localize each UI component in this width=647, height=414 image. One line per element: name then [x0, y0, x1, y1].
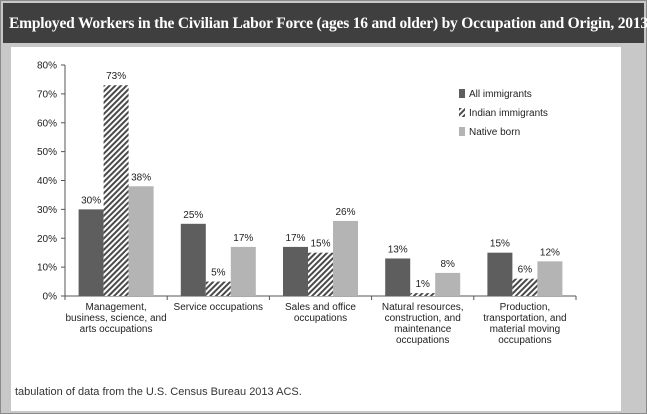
bar: [435, 272, 461, 296]
y-tick-label: 60%: [37, 118, 57, 129]
data-label: 26%: [335, 207, 355, 218]
x-tick-label: business, science, and: [66, 313, 167, 324]
legend-label: All immigrants: [469, 89, 532, 100]
legend-swatch: [459, 89, 465, 98]
bar-chart: 0% 10% 20% 30% 40% 50% 60% 70% 80% 30% 73% 38% Mana…: [37, 61, 577, 346]
bar: [385, 258, 411, 296]
bar: [230, 246, 256, 296]
data-label: 73%: [106, 71, 126, 82]
data-label: 38%: [131, 172, 151, 183]
x-tick-label: Production,: [500, 302, 551, 313]
title-bar: Employed Workers in the Civilian Labor F…: [3, 3, 647, 43]
data-label: 12%: [540, 247, 560, 258]
bar: [78, 209, 104, 296]
legend-swatch: [459, 108, 465, 117]
legend-swatch: [459, 127, 465, 136]
y-tick-label: 50%: [37, 147, 57, 158]
x-tick-label: arts occupations: [80, 324, 153, 335]
x-tick-label: Service occupations: [174, 302, 264, 313]
data-label: 15%: [310, 239, 330, 250]
bar: [410, 293, 436, 296]
x-tick-label: construction, and: [385, 313, 461, 324]
bar: [308, 252, 333, 296]
x-tick-label: occupations: [498, 335, 551, 346]
x-tick-label: occupations: [396, 335, 449, 346]
data-label: 25%: [183, 210, 203, 221]
y-tick-label: 70%: [37, 89, 57, 100]
bar: [333, 220, 358, 296]
data-label: 17%: [233, 233, 253, 244]
bar: [512, 278, 538, 296]
bar: [128, 186, 154, 296]
chart-title: Employed Workers in the Civilian Labor F…: [9, 15, 647, 32]
y-tick-label: 20%: [37, 234, 57, 245]
y-tick-label: 30%: [37, 205, 57, 216]
x-tick-label: Natural resources,: [382, 302, 464, 313]
data-label: 1%: [415, 279, 430, 290]
x-tick-label: occupations: [294, 313, 347, 324]
y-tick-label: 10%: [37, 263, 57, 274]
x-tick-label: maintenance: [394, 324, 452, 335]
legend-label: Indian immigrants: [469, 108, 548, 119]
data-label: 5%: [211, 268, 226, 279]
bar: [487, 252, 513, 296]
bar: [205, 281, 231, 296]
source-footnote: tabulation of data from the U.S. Census …: [15, 386, 302, 398]
data-label: 6%: [518, 265, 533, 276]
data-label: 17%: [285, 233, 305, 244]
legend-label: Native born: [469, 127, 520, 138]
data-label: 30%: [81, 195, 101, 206]
x-tick-label: transportation, and: [483, 313, 566, 324]
y-tick-label: 40%: [37, 176, 57, 187]
data-label: 8%: [440, 259, 455, 270]
bar: [103, 85, 129, 297]
y-tick-label: 0%: [43, 292, 58, 303]
bar: [283, 246, 308, 296]
data-label: 13%: [388, 244, 408, 255]
y-tick-label: 80%: [37, 61, 57, 72]
x-tick-label: Management,: [86, 302, 147, 313]
bar: [537, 261, 563, 296]
data-label: 15%: [490, 239, 510, 250]
bar: [180, 223, 206, 296]
x-tick-label: material moving: [490, 324, 561, 335]
x-tick-label: Sales and office: [285, 302, 356, 313]
chart-panel: 0% 10% 20% 30% 40% 50% 60% 70% 80% 30% 73% 38% Mana…: [11, 47, 621, 411]
